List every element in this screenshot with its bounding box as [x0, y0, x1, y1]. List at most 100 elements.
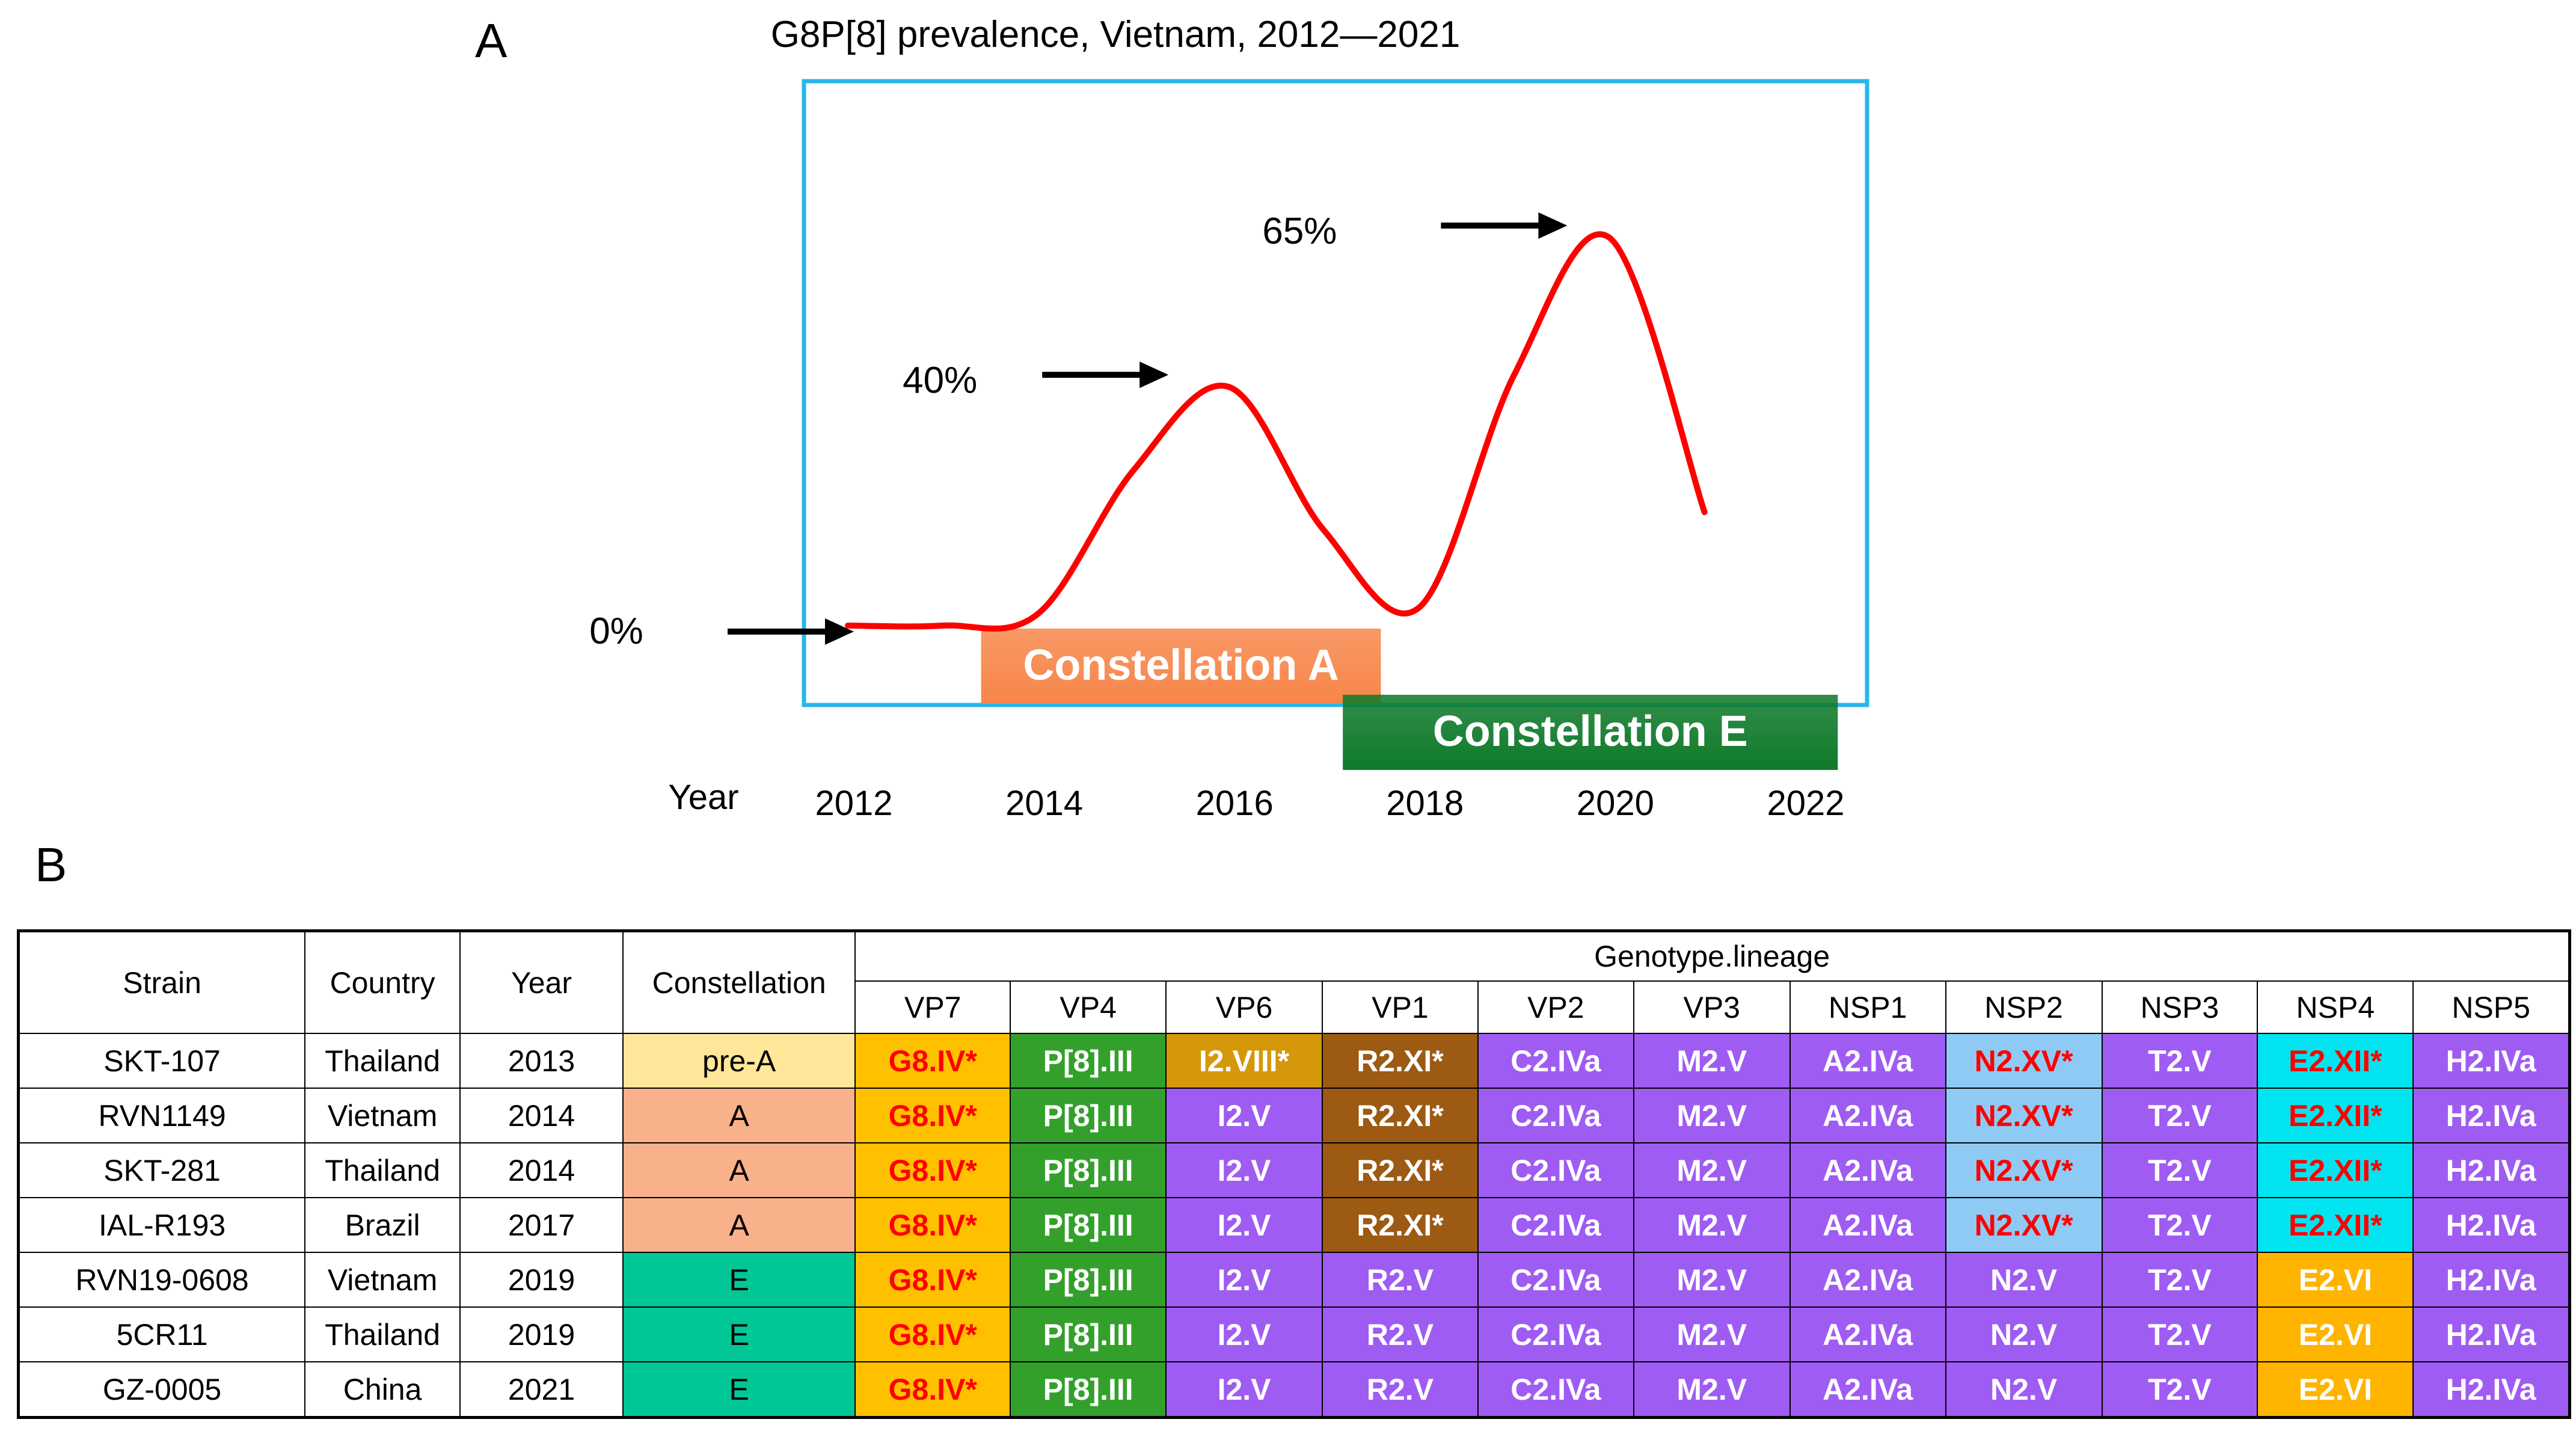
genotype-cell-vp2: C2.IVa: [1477, 1252, 1634, 1308]
country-cell: Vietnam: [304, 1088, 461, 1143]
constellation-a-rect: [981, 629, 1381, 704]
genotype-cell-vp4: P[8].III: [1010, 1252, 1167, 1308]
header-vp7: VP7: [854, 980, 1011, 1034]
strain-cell: SKT-281: [17, 1142, 306, 1198]
genotype-cell-nsp1: A2.IVa: [1789, 1088, 1946, 1143]
prevalence-line: [845, 231, 1708, 632]
genotype-cell-nsp4: E2.XII*: [2257, 1088, 2414, 1143]
annotation-label: 65%: [1262, 211, 1337, 252]
genotype-cell-vp1: R2.V: [1322, 1361, 1479, 1418]
table-row: RVN19-0608 Vietnam 2019 E G8.IV* P[8].III I2.V…: [17, 1252, 2571, 1308]
header-year: Year: [459, 930, 624, 1034]
genotype-cell-nsp2: N2.XV*: [1945, 1197, 2103, 1253]
constellation-cell: pre-A: [622, 1033, 856, 1089]
constellation-cell: E: [622, 1252, 856, 1308]
genotype-cell-nsp2: N2.V: [1945, 1252, 2103, 1308]
year-cell: 2014: [459, 1088, 624, 1143]
constellation-a-bar: Constellation A: [981, 629, 1381, 704]
header-vp1: VP1: [1322, 980, 1479, 1034]
plot-frame: [802, 79, 1869, 707]
constellation-cell: E: [622, 1361, 856, 1418]
genotype-cell-nsp3: T2.V: [2101, 1306, 2259, 1362]
country-cell: Vietnam: [304, 1252, 461, 1308]
genotype-cell-nsp3: T2.V: [2101, 1252, 2259, 1308]
genotype-cell-vp4: P[8].III: [1010, 1142, 1167, 1198]
annotation-arrow-head: [825, 618, 854, 645]
genotype-cell-vp6: I2.V: [1165, 1142, 1323, 1198]
strain-cell: 5CR11: [17, 1306, 306, 1362]
constellation-cell: A: [622, 1142, 856, 1198]
genotype-cell-vp4: P[8].III: [1010, 1088, 1167, 1143]
table-row: IAL-R193 Brazil 2017 A G8.IV* P[8].III I2.V R2.…: [17, 1197, 2571, 1253]
genotype-cell-vp2: C2.IVa: [1477, 1361, 1634, 1418]
genotype-cell-vp3: M2.V: [1633, 1361, 1791, 1418]
genotype-cell-vp7: G8.IV*: [854, 1197, 1011, 1253]
year-cell: 2013: [459, 1033, 624, 1089]
annotation-label: 40%: [903, 360, 977, 401]
header-nsp1: NSP1: [1789, 980, 1946, 1034]
genotype-cell-vp3: M2.V: [1633, 1088, 1791, 1143]
constellation-cell: A: [622, 1088, 856, 1143]
genotype-cell-vp6: I2.V: [1165, 1306, 1323, 1362]
genotype-cell-vp4: P[8].III: [1010, 1033, 1167, 1089]
genotype-cell-nsp3: T2.V: [2101, 1088, 2259, 1143]
country-cell: Thailand: [304, 1033, 461, 1089]
header-nsp3: NSP3: [2101, 980, 2259, 1034]
x-tick-2014: 2014: [1005, 784, 1083, 823]
genotype-cell-vp7: G8.IV*: [854, 1252, 1011, 1308]
header-constellation: Constellation: [622, 930, 856, 1034]
x-axis-label: Year: [668, 778, 738, 817]
country-cell: Thailand: [304, 1142, 461, 1198]
strain-cell: RVN1149: [17, 1088, 306, 1143]
genotype-cell-vp1: R2.XI*: [1322, 1197, 1479, 1253]
header-vp2: VP2: [1477, 980, 1634, 1034]
header-country: Country: [304, 930, 461, 1034]
header-row-top: Strain Country Year Constellation Genotype.l…: [17, 930, 2571, 1034]
header-nsp4: NSP4: [2257, 980, 2414, 1034]
strain-cell: GZ-0005: [17, 1361, 306, 1418]
genotype-cell-nsp3: T2.V: [2101, 1142, 2259, 1198]
genotype-cell-nsp1: A2.IVa: [1789, 1306, 1946, 1362]
x-tick-2022: 2022: [1767, 784, 1844, 823]
country-cell: China: [304, 1361, 461, 1418]
genotype-cell-nsp1: A2.IVa: [1789, 1033, 1946, 1089]
country-cell: Thailand: [304, 1306, 461, 1362]
table-row: GZ-0005 China 2021 E G8.IV* P[8].III I2.V R2.V C…: [17, 1361, 2571, 1418]
year-cell: 2014: [459, 1142, 624, 1198]
genotype-cell-vp1: R2.V: [1322, 1306, 1479, 1362]
genotype-cell-vp4: P[8].III: [1010, 1306, 1167, 1362]
genotype-cell-vp3: M2.V: [1633, 1252, 1791, 1308]
genotype-cell-nsp1: A2.IVa: [1789, 1197, 1946, 1253]
genotype-cell-vp7: G8.IV*: [854, 1142, 1011, 1198]
header-vp4: VP4: [1010, 980, 1167, 1034]
table-row: SKT-281 Thailand 2014 A G8.IV* P[8].III I2.V R2…: [17, 1142, 2571, 1198]
header-row-genes: VP7 VP4 VP6 VP1 VP2 VP3 NSP1 NSP2 NSP3 NSP4 NSP5: [19, 980, 2571, 1034]
header-vp3: VP3: [1633, 980, 1791, 1034]
annotation-arrow-head: [1538, 212, 1568, 239]
genotype-cell-nsp1: A2.IVa: [1789, 1252, 1946, 1308]
genotype-cell-vp6: I2.V: [1165, 1197, 1323, 1253]
country-cell: Brazil: [304, 1197, 461, 1253]
header-genotype-lineage: Genotype.lineage: [854, 930, 2571, 982]
genotype-cell-nsp5: H2.IVa: [2412, 1252, 2571, 1308]
constellation-cell: A: [622, 1197, 856, 1253]
header-nsp2: NSP2: [1945, 980, 2103, 1034]
table-row: SKT-107 Thailand 2013 pre-A G8.IV* P[8].III I2…: [17, 1033, 2571, 1089]
genotype-cell-vp6: I2.V: [1165, 1252, 1323, 1308]
genotype-cell-vp1: R2.V: [1322, 1252, 1479, 1308]
header-strain: Strain: [17, 930, 306, 1034]
strain-cell: IAL-R193: [17, 1197, 306, 1253]
annotation-65: 65%: [1262, 211, 1568, 252]
genotype-cell-vp6: I2.VIII*: [1165, 1033, 1323, 1089]
genotype-cell-nsp4: E2.XII*: [2257, 1033, 2414, 1089]
panel-a-label: A: [475, 14, 508, 67]
prevalence-chart: A G8P[8] prevalence, Vietnam, 2012—2021 …: [475, 14, 1869, 823]
genotype-cell-vp2: C2.IVa: [1477, 1197, 1634, 1253]
genotype-cell-nsp4: E2.VI: [2257, 1306, 2414, 1362]
constellation-e-bar: Constellation E: [1343, 695, 1838, 770]
genotype-cell-vp2: C2.IVa: [1477, 1033, 1634, 1089]
genotype-cell-vp3: M2.V: [1633, 1197, 1791, 1253]
genotype-cell-vp3: M2.V: [1633, 1033, 1791, 1089]
genotype-cell-nsp4: E2.VI: [2257, 1361, 2414, 1418]
genotype-cell-nsp5: H2.IVa: [2412, 1197, 2571, 1253]
